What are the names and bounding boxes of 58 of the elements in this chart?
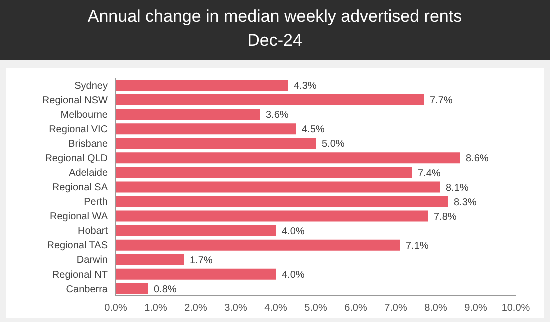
bar [116, 94, 424, 106]
bar [116, 225, 276, 236]
data-label: 7.1% [406, 240, 429, 252]
y-tick-label: Perth [84, 197, 108, 208]
x-tick-label: 8.0% [424, 303, 448, 314]
bar [116, 124, 296, 135]
data-label: 1.7% [190, 255, 213, 266]
x-tick-label: 4.0% [264, 303, 288, 314]
bar [116, 268, 276, 280]
data-label: 7.4% [418, 168, 441, 180]
y-tick-label: Melbourne [60, 110, 108, 121]
bar [116, 182, 440, 193]
y-tick-label: Hobart [78, 226, 108, 238]
x-tick-label: 3.0% [224, 303, 248, 314]
y-tick-label: Regional WA [50, 212, 108, 223]
x-tick-label: 2.0% [184, 303, 208, 314]
x-tick-label: 9.0% [464, 303, 488, 314]
data-label: 5.0% [322, 139, 345, 150]
bar [116, 109, 260, 120]
y-tick-label: Sydney [74, 80, 108, 92]
chart-subtitle: Dec-24 [246, 30, 304, 52]
data-label: 4.0% [282, 226, 305, 238]
data-label: 4.3% [294, 81, 317, 92]
x-tick-label: 5.0% [304, 303, 328, 314]
y-tick-label: Regional SA [52, 182, 108, 194]
y-tick-label: Adelaide [69, 168, 108, 180]
data-label: 4.0% [282, 270, 305, 281]
data-label: 0.8% [154, 284, 177, 296]
x-tick-label: 7.0% [384, 303, 408, 314]
bar [116, 254, 184, 266]
data-label: 8.1% [446, 182, 469, 194]
data-label: 3.6% [266, 110, 289, 122]
bar [116, 210, 428, 222]
bar [116, 167, 412, 178]
y-tick-label: Darwin [76, 255, 108, 266]
bar [116, 240, 400, 251]
chart-title: Annual change in median weekly advertised rents [86, 6, 464, 28]
bar [116, 152, 460, 164]
x-tick-label: 10.0% [502, 303, 530, 314]
y-tick-label: Regional QLD [45, 153, 108, 164]
x-tick-label: 0.0% [104, 303, 128, 314]
data-label: 4.5% [302, 124, 325, 136]
y-tick-label: Canberra [66, 284, 108, 296]
data-label: 8.3% [454, 197, 477, 208]
data-label: 8.6% [466, 154, 489, 165]
x-tick-label: 6.0% [344, 303, 368, 314]
bar [116, 283, 148, 294]
y-tick-label: Brisbane [68, 138, 108, 150]
data-label: 7.8% [434, 212, 457, 223]
y-tick-label: Regional VIC [49, 124, 108, 136]
y-tick-label: Regional TAS [47, 240, 108, 252]
bar [116, 80, 288, 91]
data-label: 7.7% [430, 96, 453, 107]
x-tick-label: 1.0% [144, 303, 168, 314]
y-tick-label: Regional NT [52, 270, 108, 281]
y-tick-label: Regional NSW [42, 95, 109, 106]
bar [116, 138, 316, 150]
bar [116, 196, 448, 208]
